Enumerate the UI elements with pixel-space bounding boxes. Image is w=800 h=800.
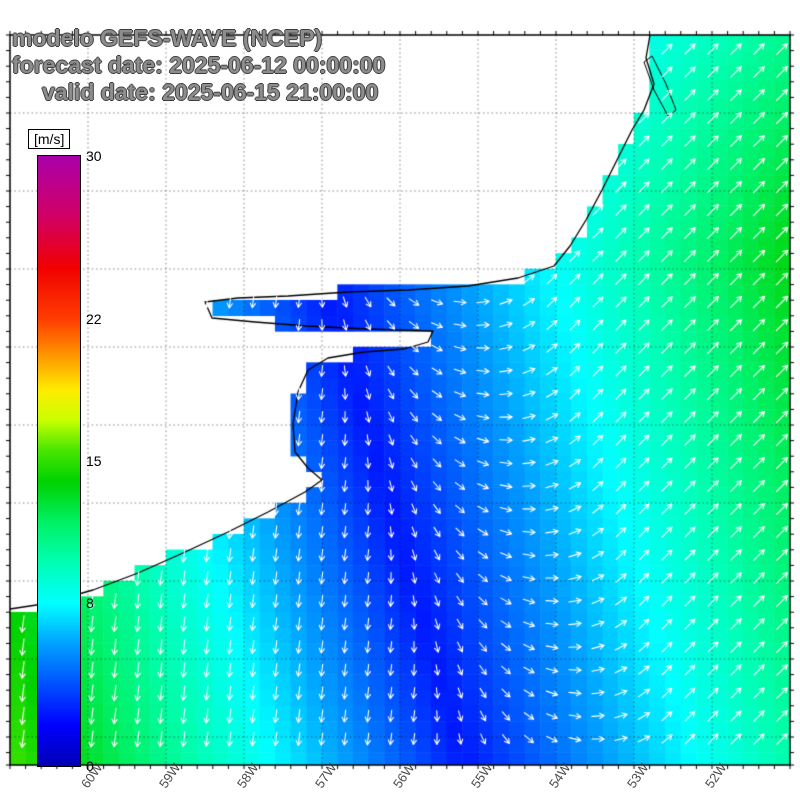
colorbar-tick-label: 30 bbox=[86, 148, 102, 164]
colorbar-tick-label: 0 bbox=[86, 758, 94, 774]
title-line-2: forecast date: 2025-06-12 00:00:00 bbox=[12, 52, 386, 78]
colorbar-gradient bbox=[38, 156, 80, 766]
colorbar-tick-label: 15 bbox=[86, 453, 102, 469]
title-line-1: modelo GEFS-WAVE (NCEP) bbox=[12, 25, 323, 51]
colorbar-tick-label: 22 bbox=[86, 310, 102, 327]
colorbar-tick-label: 8 bbox=[86, 595, 94, 612]
colorbar-unit-label: [m/s] bbox=[28, 129, 71, 149]
title-line-3: valid date: 2025-06-15 21:00:00 bbox=[42, 79, 379, 105]
plot-title: modelo GEFS-WAVE (NCEP) forecast date: 2… bbox=[12, 25, 385, 106]
x-axis-labels: 60W 59W 58W 57W 56W 55W 54W 53W 52W bbox=[0, 760, 800, 800]
colorbar: 30 22 15 8 0 bbox=[37, 148, 102, 774]
